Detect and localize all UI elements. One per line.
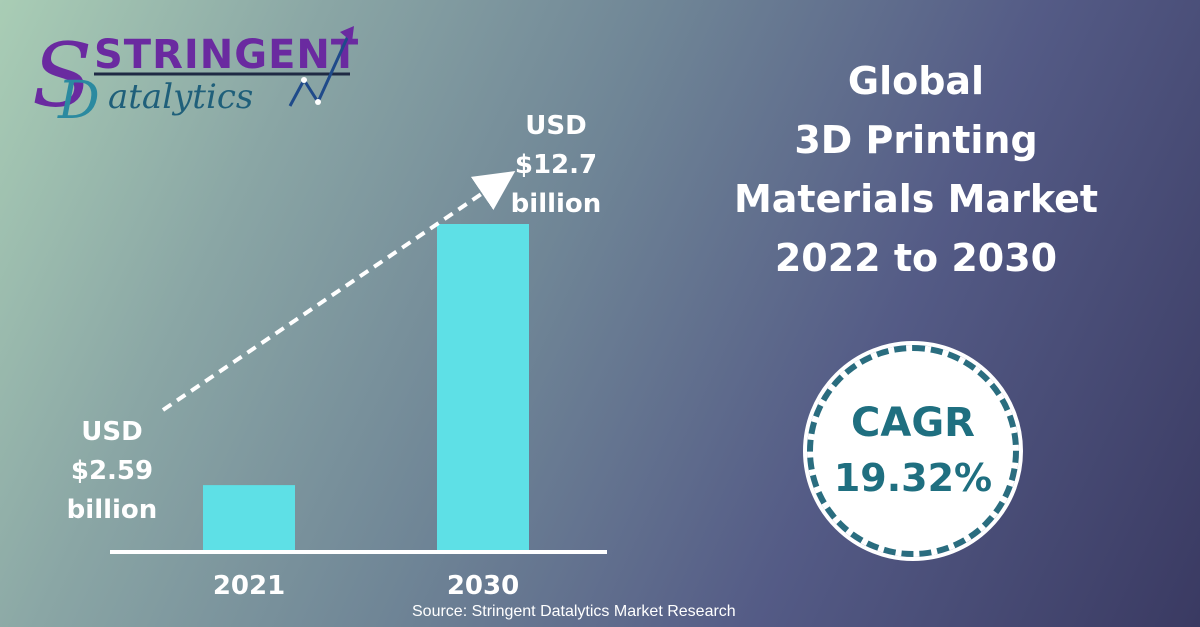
logo-letter-d: D bbox=[57, 71, 100, 127]
cagr-badge: CAGR 19.32% bbox=[803, 341, 1023, 561]
trend-arrow bbox=[161, 171, 516, 412]
bar-2021 bbox=[203, 485, 295, 552]
logo-word-stringent: STRINGENT bbox=[94, 32, 359, 78]
data-label-2030: billion bbox=[511, 189, 602, 219]
logo-dot bbox=[315, 99, 321, 105]
title-line: 2022 to 2030 bbox=[774, 236, 1058, 280]
logo-letter-s: S bbox=[32, 24, 92, 127]
chart-title: Global 3D Printing Materials Market 2022 to… bbox=[716, 52, 1116, 288]
title-line: Materials Market bbox=[733, 177, 1099, 221]
bar-2030 bbox=[437, 224, 529, 552]
data-label-2021: billion bbox=[67, 495, 158, 525]
x-tick-label: 2021 bbox=[213, 571, 285, 601]
data-label-2021: $2.59 bbox=[71, 456, 153, 486]
source-note: Source: Stringent Datalytics Market Rese… bbox=[412, 603, 736, 620]
data-label-2030: $12.7 bbox=[515, 150, 597, 180]
logo-word-atalytics: atalytics bbox=[108, 77, 253, 117]
title-line: Global bbox=[847, 59, 985, 103]
logo-arrow-icon bbox=[340, 26, 354, 42]
logo-dot bbox=[301, 77, 307, 83]
stringent-datalytics-logo: S STRINGENT D atalytics bbox=[32, 24, 359, 127]
x-tick-label: 2030 bbox=[447, 571, 519, 601]
data-label-2021: USD bbox=[81, 417, 142, 447]
cagr-value: 19.32% bbox=[833, 456, 993, 500]
cagr-label: CAGR bbox=[851, 400, 975, 446]
logo-trend-line bbox=[288, 35, 350, 107]
data-label-2030: USD bbox=[525, 111, 586, 141]
title-line: 3D Printing bbox=[794, 118, 1038, 162]
